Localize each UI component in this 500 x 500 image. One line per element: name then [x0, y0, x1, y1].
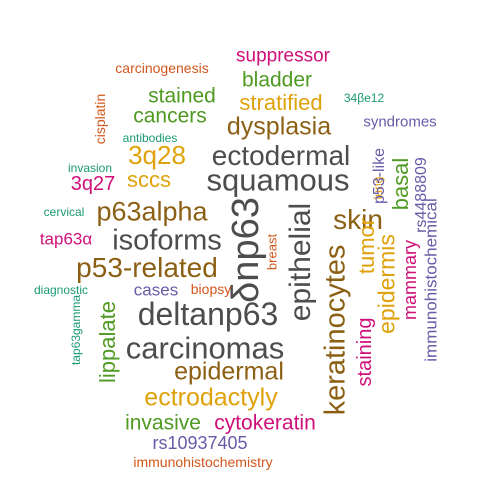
word-deltanp63-short: δnp63	[225, 197, 267, 303]
word-syndromes: syndromes	[363, 113, 437, 131]
word-cervical: cervical	[43, 205, 85, 219]
word-immunohistochemistry: immunohistochemistry	[133, 454, 273, 470]
word-stratified: stratified	[239, 90, 323, 115]
word-p53-related: p53-related	[76, 252, 218, 283]
word-bladder: bladder	[241, 68, 313, 92]
word-rs10937405: rs10937405	[152, 433, 248, 453]
word-3q27: 3q27	[70, 173, 116, 195]
word-tap63gamma: tap63gamma	[69, 294, 83, 366]
word-p53-like: p53-like	[371, 147, 388, 205]
word-isoforms: isoforms	[112, 224, 222, 257]
word-deltanp63: deltanp63	[137, 296, 279, 332]
word-sccs: sccs	[127, 167, 171, 192]
word-basal: basal	[388, 157, 413, 211]
word-stained: stained	[148, 84, 216, 108]
word-mammary: mammary	[400, 240, 420, 320]
word-suppressor: suppressor	[236, 45, 330, 67]
word-cancers: cancers	[133, 104, 207, 128]
word-epithelial: epithelial	[284, 202, 317, 322]
word-invasion: invasion	[67, 161, 113, 175]
word-cisplatin: cisplatin	[92, 93, 108, 145]
word-cases: cases	[133, 280, 179, 300]
word-keratinocytes: keratinocytes	[319, 244, 352, 416]
word-immunohistochemical: immunohistochemical	[421, 198, 441, 362]
word-tap63alpha: tap63α	[39, 229, 93, 249]
word-epidermis: epidermis	[373, 234, 400, 334]
word-breast: breast	[264, 233, 280, 271]
word-cytokeratin: cytokeratin	[214, 411, 316, 435]
word-dysplasia: dysplasia	[226, 112, 332, 141]
word-squamous: squamous	[206, 162, 350, 198]
word-34be12: 34βe12	[343, 91, 385, 105]
word-p63alpha: p63alpha	[96, 196, 208, 227]
word-antibodies: antibodies	[122, 131, 178, 145]
word-biopsy: biopsy	[190, 281, 232, 297]
word-staining: staining	[354, 317, 376, 387]
word-skin: skin	[333, 204, 383, 235]
word-diagnostic: diagnostic	[33, 283, 89, 297]
word-3q28: 3q28	[128, 140, 186, 170]
word-epidermal: epidermal	[174, 357, 284, 386]
word-carcinomas: carcinomas	[125, 330, 285, 366]
word-ectodermal: ectodermal	[211, 140, 351, 171]
word-lippalate: lippalate	[95, 301, 120, 383]
word-carcinogenesis: carcinogenesis	[115, 60, 209, 76]
word-ectrodactyly: ectrodactyly	[144, 383, 278, 412]
word-invasive: invasive	[125, 411, 201, 435]
